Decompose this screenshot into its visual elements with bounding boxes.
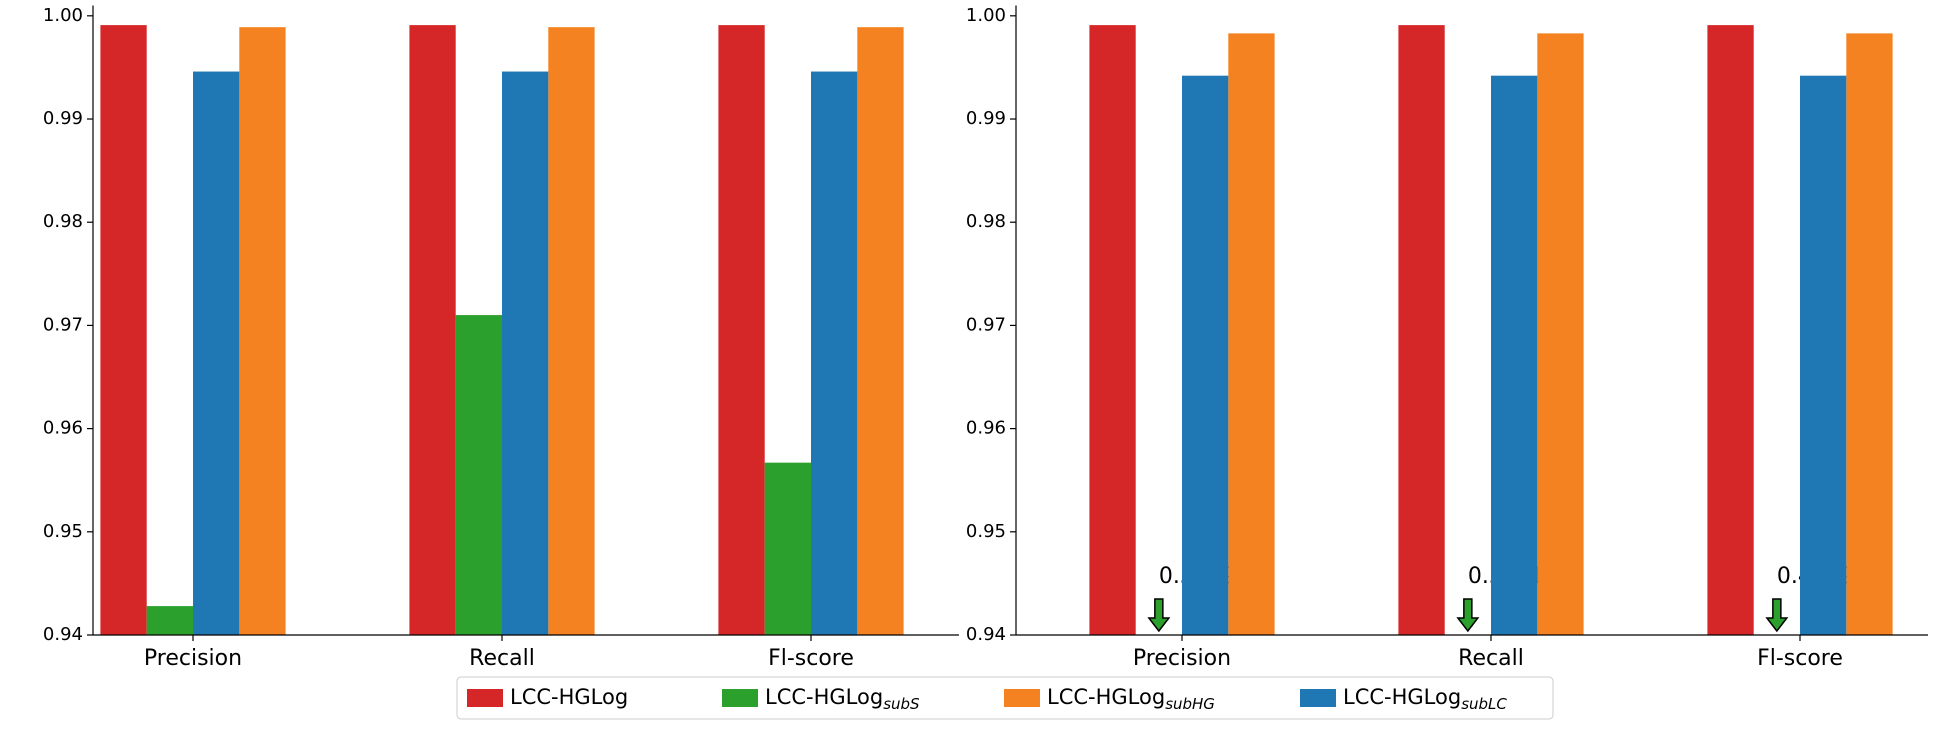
y-tick-label: 0.94 — [966, 624, 1006, 645]
off-scale-arrow — [1765, 598, 1789, 633]
y-tick-label: 0.96 — [43, 418, 83, 439]
bar — [502, 71, 549, 635]
legend-subscript: subLC — [1461, 695, 1507, 713]
bar — [1491, 75, 1538, 635]
bar — [1089, 25, 1136, 636]
bar — [548, 27, 595, 635]
bar — [193, 71, 240, 635]
y-tick-label: 1.00 — [43, 5, 83, 26]
off-scale-arrow — [1456, 598, 1480, 633]
bar — [1800, 75, 1847, 635]
legend-name: LCC-HGLog — [765, 685, 883, 709]
bar — [146, 606, 193, 635]
y-tick-label: 0.96 — [966, 418, 1006, 439]
legend-name: LCC-HGLog — [1343, 685, 1461, 709]
y-tick-label: 0.95 — [966, 521, 1006, 542]
x-tick-label: Fl-score — [768, 646, 854, 671]
legend-swatch — [1004, 689, 1040, 707]
off-scale-arrow — [1147, 598, 1171, 633]
legend-subscript: subS — [883, 695, 920, 713]
bar — [1182, 75, 1229, 635]
legend-name: LCC-HGLog — [1047, 685, 1165, 709]
legend-swatch — [722, 689, 758, 707]
y-tick-label: 0.98 — [43, 211, 83, 232]
bar — [1537, 33, 1584, 636]
x-tick-label: Recall — [469, 646, 535, 671]
legend-label: LCC-HGLogsubLC — [1343, 685, 1507, 713]
bar — [239, 27, 286, 635]
y-tick-label: 1.00 — [966, 5, 1006, 26]
bar — [455, 315, 502, 635]
legend-swatch — [1300, 689, 1336, 707]
bar — [1228, 33, 1275, 636]
x-tick-label: Precision — [1133, 646, 1231, 671]
bar — [1707, 25, 1754, 636]
x-tick-label: Fl-score — [1757, 646, 1843, 671]
y-tick-label: 0.97 — [966, 314, 1006, 335]
y-tick-label: 0.95 — [43, 521, 83, 542]
legend-subscript: subHG — [1165, 695, 1215, 713]
y-tick-label: 0.99 — [966, 108, 1006, 129]
legend-label: LCC-HGLog — [510, 685, 628, 709]
legend-label: LCC-HGLogsubS — [765, 685, 920, 713]
bar — [718, 25, 765, 636]
bar — [100, 25, 147, 636]
bar — [811, 71, 858, 635]
y-tick-label: 0.97 — [43, 314, 83, 335]
legend-label: LCC-HGLogsubHG — [1047, 685, 1215, 713]
legend-swatch — [467, 689, 503, 707]
bar — [764, 462, 811, 635]
y-tick-label: 0.94 — [43, 624, 83, 645]
bar — [857, 27, 904, 635]
bar — [1846, 33, 1893, 636]
bar — [409, 25, 456, 636]
x-tick-label: Precision — [144, 646, 242, 671]
legend-name: LCC-HGLog — [510, 685, 628, 709]
bar — [1398, 25, 1445, 636]
y-tick-label: 0.98 — [966, 211, 1006, 232]
y-tick-label: 0.99 — [43, 108, 83, 129]
x-tick-label: Recall — [1458, 646, 1524, 671]
